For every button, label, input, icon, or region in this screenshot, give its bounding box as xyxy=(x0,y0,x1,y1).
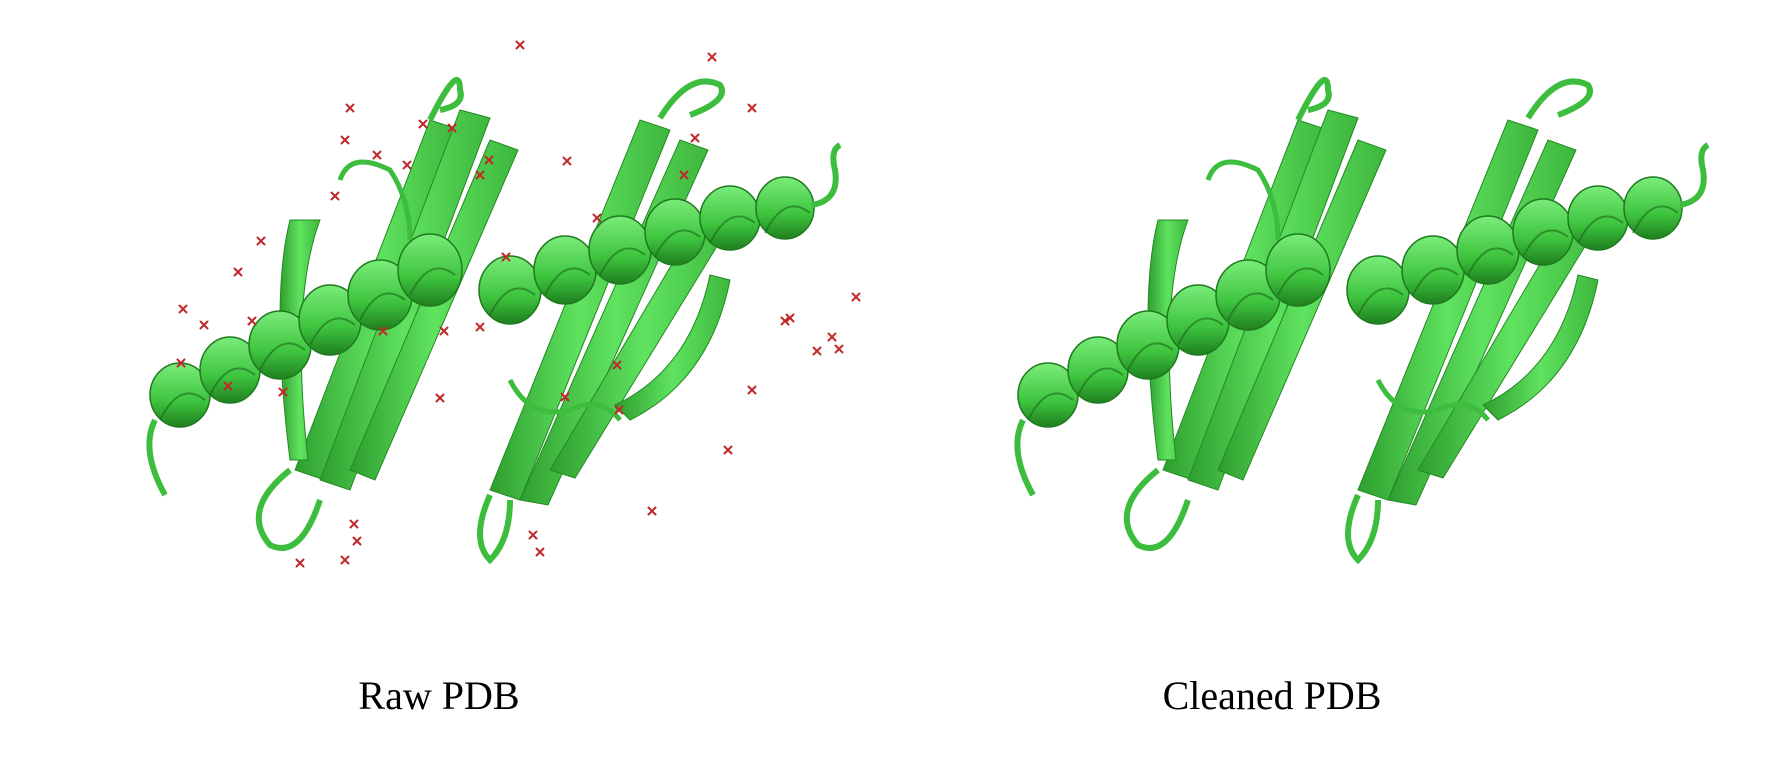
water-marker xyxy=(176,358,186,368)
water-marker xyxy=(785,313,795,323)
water-marker xyxy=(707,52,717,62)
water-marker xyxy=(475,170,485,180)
cleaned-pdb-panel: Cleaned PDB xyxy=(888,0,1776,784)
water-marker xyxy=(435,393,445,403)
cleaned-protein-structure xyxy=(888,0,1776,640)
water-marker xyxy=(528,530,538,540)
water-marker xyxy=(349,519,359,529)
water-marker xyxy=(295,558,305,568)
water-marker xyxy=(747,103,757,113)
water-marker xyxy=(747,385,757,395)
water-marker xyxy=(562,156,572,166)
water-marker xyxy=(679,170,689,180)
water-marker xyxy=(330,191,340,201)
water-marker xyxy=(402,160,412,170)
water-marker xyxy=(484,155,494,165)
water-marker xyxy=(647,506,657,516)
water-marker xyxy=(439,326,449,336)
water-marker xyxy=(378,326,388,336)
water-marker xyxy=(827,332,837,342)
water-marker xyxy=(199,320,209,330)
water-marker xyxy=(535,547,545,557)
water-marker xyxy=(352,536,362,546)
raw-protein-structure xyxy=(0,40,861,568)
water-marker xyxy=(178,304,188,314)
raw-pdb-caption: Raw PDB xyxy=(358,673,520,718)
water-marker xyxy=(501,252,511,262)
water-marker xyxy=(780,316,790,326)
water-marker xyxy=(834,344,844,354)
raw-pdb-panel: Raw PDB xyxy=(0,40,861,718)
water-marker xyxy=(592,213,602,223)
water-marker xyxy=(372,150,382,160)
water-marker xyxy=(278,387,288,397)
water-marker xyxy=(340,135,350,145)
water-marker xyxy=(475,322,485,332)
water-marker xyxy=(812,346,822,356)
water-marker xyxy=(447,123,457,133)
water-marker xyxy=(614,405,624,415)
water-marker xyxy=(723,445,733,455)
water-marker xyxy=(418,119,428,129)
cleaned-pdb-caption: Cleaned PDB xyxy=(1162,673,1382,718)
water-marker xyxy=(345,103,355,113)
water-marker xyxy=(851,292,861,302)
water-marker xyxy=(560,392,570,402)
water-molecules xyxy=(176,40,861,568)
water-marker xyxy=(223,381,233,391)
water-marker xyxy=(256,236,266,246)
water-marker xyxy=(247,316,257,326)
water-marker xyxy=(612,360,622,370)
water-marker xyxy=(340,555,350,565)
water-marker xyxy=(233,267,243,277)
water-marker xyxy=(690,133,700,143)
water-marker xyxy=(515,40,525,50)
